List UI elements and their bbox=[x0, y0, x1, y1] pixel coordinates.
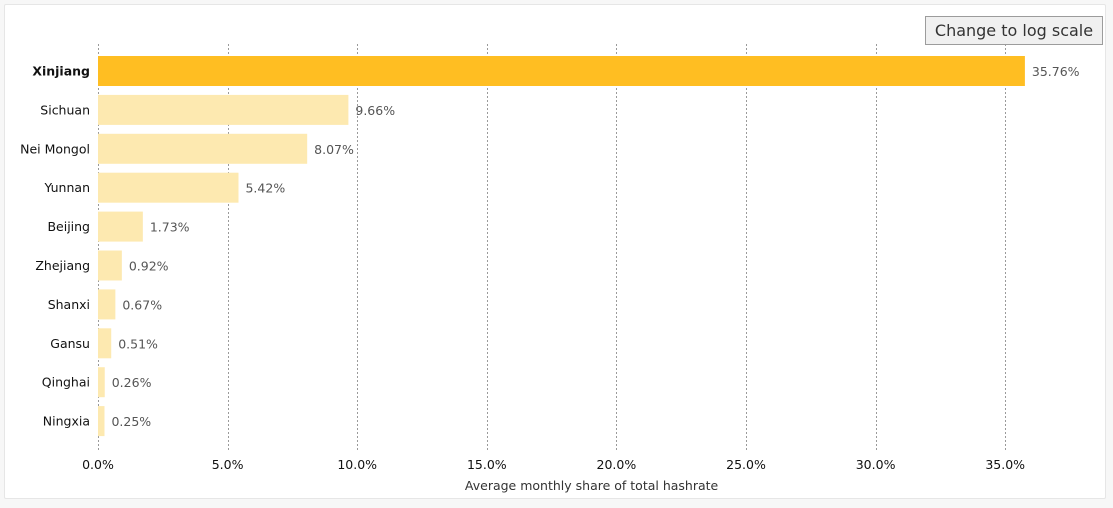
x-tick-label: 25.0% bbox=[726, 457, 766, 472]
bar[interactable] bbox=[98, 211, 143, 242]
category-label: Yunnan bbox=[43, 180, 90, 195]
category-label: Qinghai bbox=[42, 375, 90, 390]
category-label: Beijing bbox=[47, 219, 90, 234]
bar[interactable] bbox=[98, 133, 308, 164]
category-label: Sichuan bbox=[40, 102, 90, 117]
x-tick-label: 15.0% bbox=[467, 457, 507, 472]
data-label: 0.51% bbox=[118, 336, 158, 351]
data-label: 1.73% bbox=[150, 220, 190, 235]
x-tick-label: 10.0% bbox=[337, 457, 377, 472]
data-label: 0.92% bbox=[129, 259, 169, 274]
bar[interactable] bbox=[98, 56, 1025, 86]
data-label: 9.66% bbox=[355, 103, 395, 118]
x-tick-label: 0.0% bbox=[82, 457, 114, 472]
category-labels: Xinjiang Sichuan Nei Mongol Yunnan Beijing Zh… bbox=[20, 64, 90, 429]
x-tick-label: 20.0% bbox=[597, 457, 637, 472]
bar[interactable] bbox=[98, 367, 105, 398]
bars bbox=[98, 56, 1025, 437]
data-label: 35.76% bbox=[1032, 64, 1080, 79]
data-label: 0.26% bbox=[112, 375, 152, 390]
log-scale-toggle-button[interactable]: Change to log scale bbox=[925, 16, 1103, 45]
category-label: Zhejiang bbox=[35, 258, 90, 273]
chart-card bbox=[4, 4, 1106, 499]
category-label: Nei Mongol bbox=[20, 141, 90, 156]
bar[interactable] bbox=[98, 172, 239, 203]
bar[interactable] bbox=[98, 406, 105, 437]
bar[interactable] bbox=[98, 250, 122, 281]
x-tick-label: 35.0% bbox=[985, 457, 1025, 472]
category-label: Xinjiang bbox=[32, 64, 90, 79]
bar[interactable] bbox=[98, 328, 112, 359]
bar[interactable] bbox=[98, 289, 116, 320]
bar[interactable] bbox=[98, 94, 349, 125]
x-tick-label: 5.0% bbox=[212, 457, 244, 472]
x-tick-label: 30.0% bbox=[856, 457, 896, 472]
data-label: 0.67% bbox=[122, 297, 162, 312]
data-label: 0.25% bbox=[111, 414, 151, 429]
value-labels: 35.76% 9.66% 8.07% 5.42% 1.73% 0.92% 0.67% 0.51… bbox=[111, 64, 1079, 429]
x-axis-tick-labels: 0.0% 5.0% 10.0% 15.0% 20.0% 25.0% 30.0% 35.0% bbox=[82, 457, 1025, 472]
category-label: Gansu bbox=[50, 336, 90, 351]
x-axis-title: Average monthly share of total hashrate bbox=[465, 478, 719, 493]
data-label: 8.07% bbox=[314, 142, 354, 157]
category-label: Shanxi bbox=[48, 297, 90, 312]
category-label: Ningxia bbox=[43, 414, 90, 429]
data-label: 5.42% bbox=[245, 181, 285, 196]
